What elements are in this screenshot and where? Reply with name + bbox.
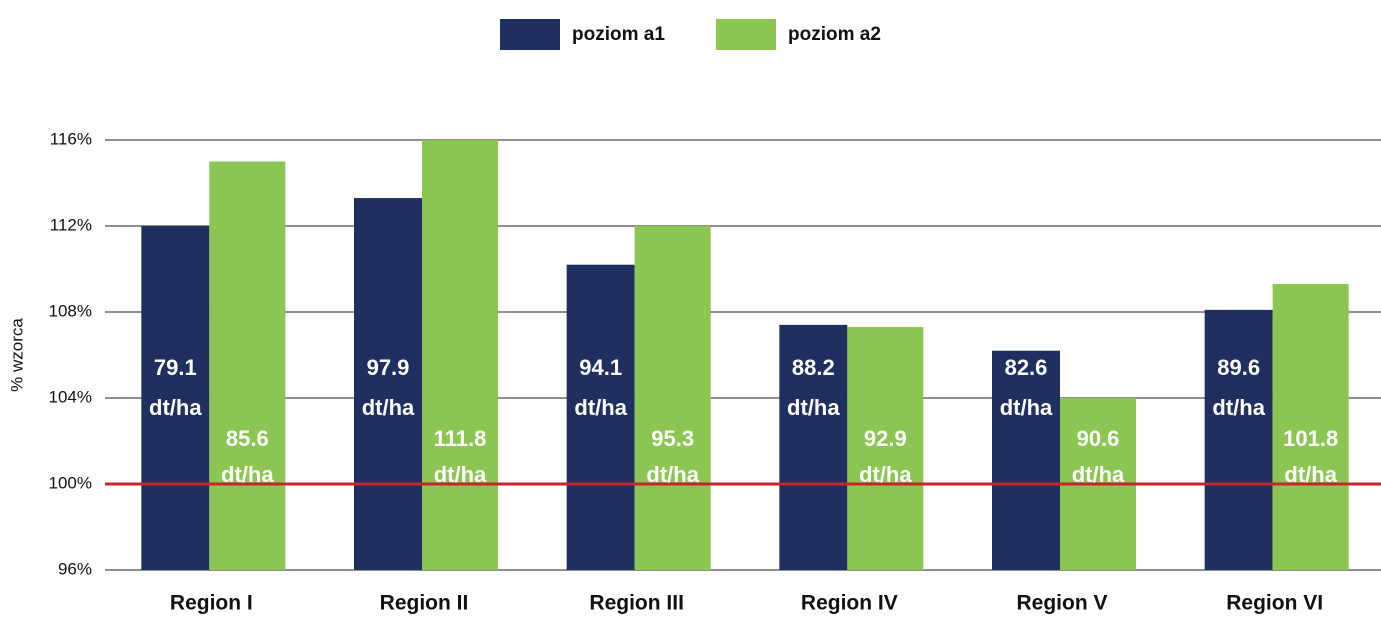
data-label: 92.9 — [864, 426, 907, 451]
bar — [1204, 309, 1273, 570]
data-label: 88.2 — [792, 355, 835, 380]
data-label-unit: dt/ha — [1284, 462, 1337, 487]
data-label: 101.8 — [1283, 426, 1338, 451]
y-tick-label: 108% — [49, 301, 92, 320]
legend-label: poziom a1 — [572, 24, 665, 45]
x-tick-label: Region V — [1016, 592, 1107, 615]
data-label-unit: dt/ha — [787, 395, 840, 420]
data-label: 89.6 — [1217, 355, 1260, 380]
data-label-unit: dt/ha — [434, 462, 487, 487]
data-label-unit: dt/ha — [859, 462, 912, 487]
y-tick-label: 112% — [50, 215, 92, 234]
y-axis-label: % wzorca — [7, 318, 26, 392]
bar — [566, 264, 635, 570]
data-label-unit: dt/ha — [1072, 462, 1125, 487]
bar — [847, 327, 924, 570]
data-label-unit: dt/ha — [574, 395, 627, 420]
bar — [422, 140, 498, 570]
y-tick-label: 100% — [49, 473, 92, 492]
data-label-unit: dt/ha — [646, 462, 699, 487]
legend-label: poziom a2 — [788, 24, 881, 45]
legend-swatch — [716, 19, 776, 50]
data-label: 85.6 — [226, 426, 269, 451]
y-tick-label: 104% — [49, 387, 92, 406]
bar — [634, 226, 711, 570]
data-label: 95.3 — [651, 426, 694, 451]
data-label: 82.6 — [1005, 355, 1048, 380]
x-tick-label: Region III — [589, 592, 684, 615]
data-label: 79.1 — [154, 355, 197, 380]
y-tick-label: 96% — [58, 559, 92, 578]
bar — [354, 198, 422, 571]
y-tick-label: 116% — [50, 129, 92, 148]
data-label-unit: dt/ha — [221, 462, 274, 487]
data-label: 111.8 — [434, 426, 487, 451]
x-tick-label: Region I — [170, 592, 253, 615]
bar — [1272, 284, 1349, 570]
data-label-unit: dt/ha — [1000, 395, 1053, 420]
bar — [141, 226, 210, 570]
data-label: 90.6 — [1077, 426, 1120, 451]
data-label-unit: dt/ha — [362, 395, 415, 420]
data-label: 94.1 — [579, 355, 622, 380]
bar — [779, 324, 848, 570]
bar — [992, 350, 1060, 570]
bar — [209, 161, 286, 570]
legend-swatch — [500, 19, 560, 50]
x-tick-label: Region VI — [1226, 592, 1323, 615]
x-tick-label: Region II — [380, 592, 469, 615]
data-label: 97.9 — [367, 355, 410, 380]
x-tick-label: Region IV — [801, 592, 898, 615]
data-label-unit: dt/ha — [149, 395, 202, 420]
data-label-unit: dt/ha — [1212, 395, 1265, 420]
